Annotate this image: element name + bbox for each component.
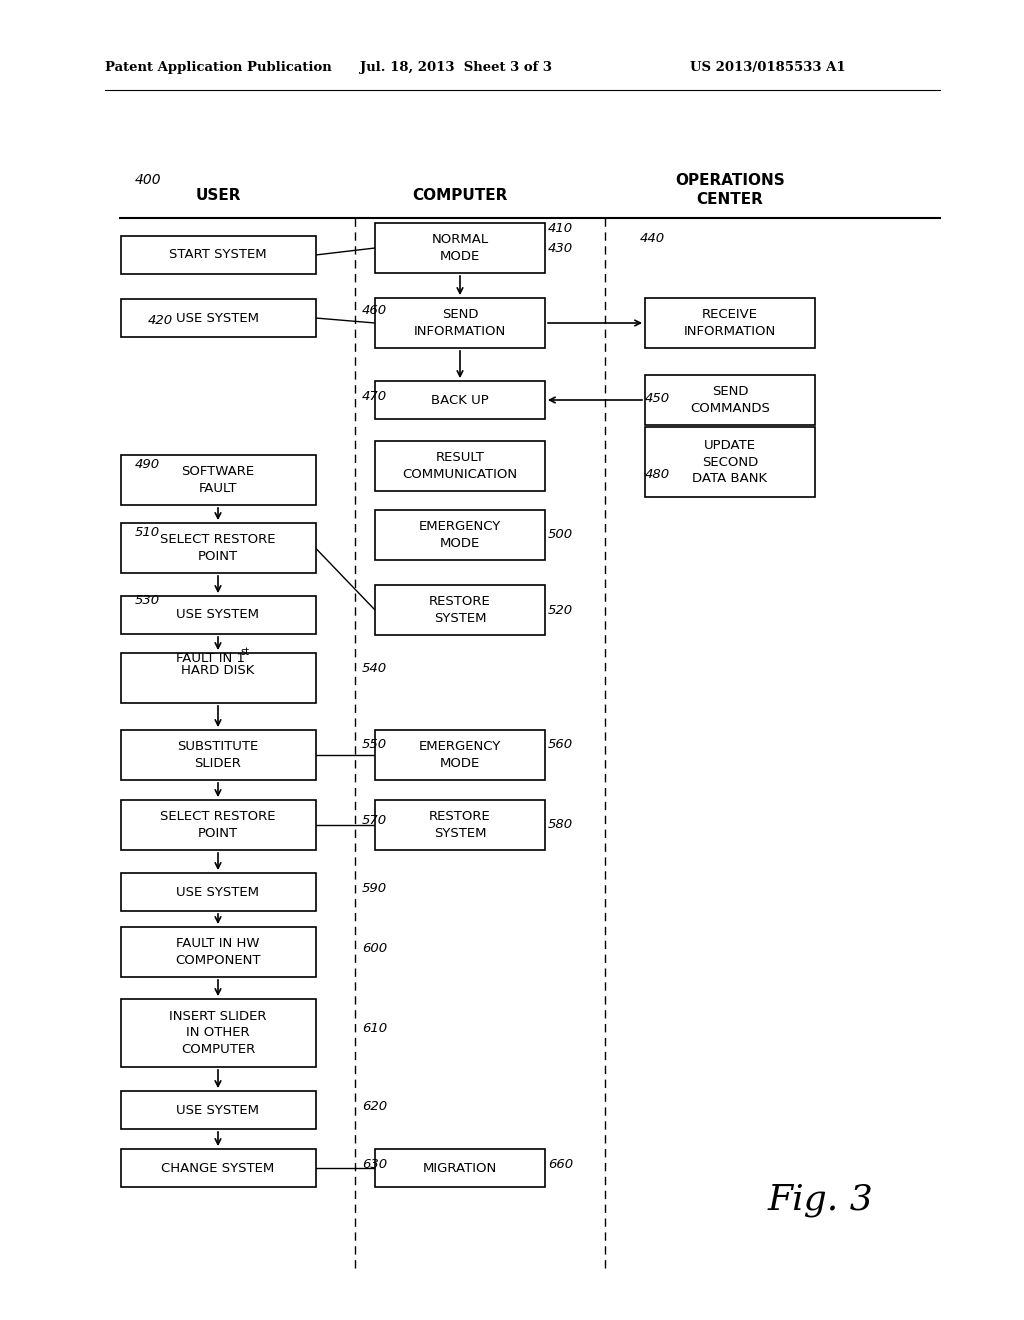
Text: SEND
INFORMATION: SEND INFORMATION — [414, 309, 506, 338]
Bar — [375, 441, 545, 491]
Text: CHANGE SYSTEM: CHANGE SYSTEM — [162, 1162, 274, 1175]
Text: 470: 470 — [362, 389, 387, 403]
Text: COMPUTER: COMPUTER — [413, 187, 508, 202]
Bar — [645, 298, 815, 348]
Bar — [121, 800, 315, 850]
Text: US 2013/0185533 A1: US 2013/0185533 A1 — [690, 62, 846, 74]
Bar — [375, 381, 545, 418]
Bar — [375, 223, 545, 273]
Text: 590: 590 — [362, 882, 387, 895]
Text: SEND
COMMANDS: SEND COMMANDS — [690, 385, 770, 414]
Text: USER: USER — [196, 187, 241, 202]
Bar — [645, 426, 815, 498]
Text: 500: 500 — [548, 528, 573, 541]
Bar — [121, 300, 315, 337]
Text: MIGRATION: MIGRATION — [423, 1162, 497, 1175]
Bar — [121, 1092, 315, 1129]
Text: 420: 420 — [148, 314, 173, 326]
Text: Patent Application Publication: Patent Application Publication — [105, 62, 332, 74]
Bar — [121, 730, 315, 780]
Bar — [121, 455, 315, 506]
Text: SELECT RESTORE
POINT: SELECT RESTORE POINT — [160, 533, 275, 562]
Text: 440: 440 — [640, 231, 666, 244]
Text: EMERGENCY
MODE: EMERGENCY MODE — [419, 520, 501, 549]
Bar — [121, 873, 315, 911]
Text: SUBSTITUTE
SLIDER: SUBSTITUTE SLIDER — [177, 741, 259, 770]
Bar — [375, 510, 545, 560]
Text: 480: 480 — [645, 469, 670, 482]
Bar — [375, 730, 545, 780]
Bar — [121, 1148, 315, 1187]
Text: EMERGENCY
MODE: EMERGENCY MODE — [419, 741, 501, 770]
Text: INSERT SLIDER
IN OTHER
COMPUTER: INSERT SLIDER IN OTHER COMPUTER — [169, 1010, 266, 1056]
Text: 560: 560 — [548, 738, 573, 751]
Text: SELECT RESTORE
POINT: SELECT RESTORE POINT — [160, 810, 275, 840]
Text: 660: 660 — [548, 1159, 573, 1172]
Bar — [375, 585, 545, 635]
Text: 570: 570 — [362, 813, 387, 826]
Text: 450: 450 — [645, 392, 670, 404]
Text: 540: 540 — [362, 661, 387, 675]
Bar — [121, 653, 315, 704]
Text: 400: 400 — [135, 173, 162, 187]
Text: Fig. 3: Fig. 3 — [767, 1183, 872, 1217]
Text: USE SYSTEM: USE SYSTEM — [176, 312, 259, 325]
Text: USE SYSTEM: USE SYSTEM — [176, 609, 259, 622]
Text: RECEIVE
INFORMATION: RECEIVE INFORMATION — [684, 309, 776, 338]
Text: st: st — [241, 647, 250, 657]
Text: 610: 610 — [362, 1022, 387, 1035]
Bar — [375, 298, 545, 348]
Text: 600: 600 — [362, 941, 387, 954]
Text: FAULT IN HW
COMPONENT: FAULT IN HW COMPONENT — [175, 937, 261, 966]
Text: 550: 550 — [362, 738, 387, 751]
Text: 520: 520 — [548, 603, 573, 616]
Text: FAULT IN 1: FAULT IN 1 — [175, 652, 245, 664]
Text: START SYSTEM: START SYSTEM — [169, 248, 267, 261]
Text: 530: 530 — [135, 594, 160, 606]
Text: 410: 410 — [548, 222, 573, 235]
Text: RESTORE
SYSTEM: RESTORE SYSTEM — [429, 810, 490, 840]
Text: RESTORE
SYSTEM: RESTORE SYSTEM — [429, 595, 490, 624]
Bar — [121, 236, 315, 275]
Bar — [121, 597, 315, 634]
Text: 460: 460 — [362, 304, 387, 317]
Bar — [121, 999, 315, 1067]
Text: Jul. 18, 2013  Sheet 3 of 3: Jul. 18, 2013 Sheet 3 of 3 — [360, 62, 552, 74]
Text: RESULT
COMMUNICATION: RESULT COMMUNICATION — [402, 451, 517, 480]
Text: BACK UP: BACK UP — [431, 393, 488, 407]
Bar — [121, 927, 315, 977]
Bar — [375, 800, 545, 850]
Bar — [121, 523, 315, 573]
Text: 430: 430 — [548, 242, 573, 255]
Text: OPERATIONS
CENTER: OPERATIONS CENTER — [675, 173, 784, 207]
Text: NORMAL
MODE: NORMAL MODE — [431, 234, 488, 263]
Text: 630: 630 — [362, 1159, 387, 1172]
Bar — [375, 1148, 545, 1187]
Text: 490: 490 — [135, 458, 160, 470]
Text: UPDATE
SECOND
DATA BANK: UPDATE SECOND DATA BANK — [692, 440, 768, 484]
Text: 510: 510 — [135, 527, 160, 540]
Text: 580: 580 — [548, 818, 573, 832]
Text: SOFTWARE
FAULT: SOFTWARE FAULT — [181, 465, 255, 495]
Text: 620: 620 — [362, 1101, 387, 1114]
Text: USE SYSTEM: USE SYSTEM — [176, 1104, 259, 1117]
Text: USE SYSTEM: USE SYSTEM — [176, 886, 259, 899]
Text: HARD DISK: HARD DISK — [181, 664, 255, 677]
Bar — [645, 375, 815, 425]
